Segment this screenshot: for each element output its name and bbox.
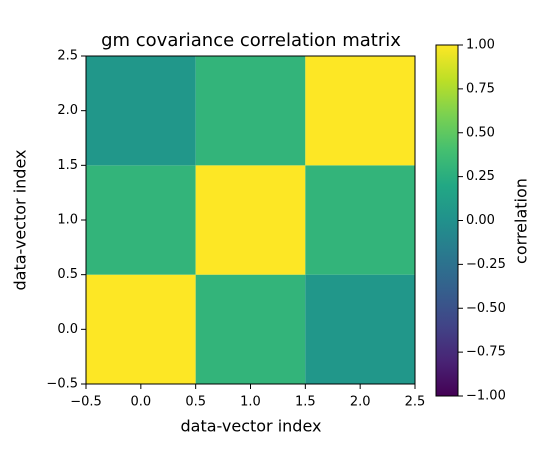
y-tick-label: 1.5 [57, 158, 78, 173]
x-tick-label: 2.5 [405, 395, 426, 410]
y-tick-label: 2.5 [57, 49, 78, 64]
colorbar-label: correlation [512, 178, 531, 264]
colorbar-tick-label: 0.00 [466, 213, 495, 228]
y-tick-label: 2.0 [57, 103, 78, 118]
heatmap-cell [195, 274, 306, 384]
y-tick-label: 1.0 [57, 213, 78, 228]
heatmap-cell [305, 56, 415, 166]
heatmap-cell [195, 56, 306, 166]
heatmap-cell [305, 274, 415, 384]
x-tick-label: −0.5 [70, 395, 102, 410]
colorbar-tick-label: 0.25 [466, 169, 495, 184]
colorbar-tick-label: −0.75 [466, 345, 506, 360]
y-tick-label: −0.5 [46, 377, 78, 392]
heatmap-cell [195, 165, 306, 275]
x-tick-label: 2.0 [350, 395, 371, 410]
colorbar-tick-label: 0.50 [466, 125, 495, 140]
chart-title: gm covariance correlation matrix [101, 30, 401, 51]
heatmap-cell [86, 165, 196, 275]
x-tick-label: 0.0 [130, 395, 151, 410]
x-tick-label: 1.0 [240, 395, 261, 410]
colorbar-tick-label: 1.00 [466, 38, 495, 53]
y-tick-label: 0.5 [57, 267, 78, 282]
x-tick-label: 1.5 [295, 395, 316, 410]
heatmap-cell [86, 274, 196, 384]
x-tick-label: 0.5 [185, 395, 206, 410]
colorbar-tick-label: −0.50 [466, 301, 506, 316]
colorbar [435, 44, 459, 397]
colorbar-tick-label: 0.75 [466, 81, 495, 96]
heatmap-cell [305, 165, 415, 275]
colorbar-tick-label: −0.25 [466, 257, 506, 272]
x-axis-label: data-vector index [181, 417, 322, 436]
colorbar-tick-label: −1.00 [466, 389, 506, 404]
heatmap-cell [86, 56, 196, 166]
y-axis-label: data-vector index [11, 150, 30, 291]
y-tick-label: 0.0 [57, 322, 78, 337]
